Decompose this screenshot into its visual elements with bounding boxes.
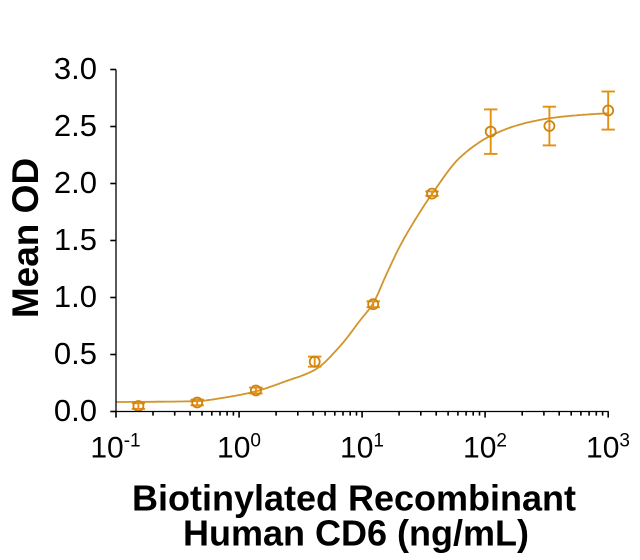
svg-text:102: 102 <box>463 431 507 465</box>
svg-text:101: 101 <box>340 431 384 465</box>
svg-text:2.0: 2.0 <box>54 165 97 200</box>
svg-text:0.5: 0.5 <box>54 336 97 371</box>
svg-text:1.0: 1.0 <box>54 279 97 314</box>
svg-text:10-1: 10-1 <box>90 431 140 465</box>
svg-text:1.5: 1.5 <box>54 222 97 257</box>
svg-text:Human CD6 (ng/mL): Human CD6 (ng/mL) <box>183 513 529 554</box>
svg-text:3.0: 3.0 <box>54 51 97 86</box>
svg-text:100: 100 <box>217 431 261 465</box>
svg-text:2.5: 2.5 <box>54 108 97 143</box>
svg-text:Mean OD: Mean OD <box>5 158 46 318</box>
svg-text:Biotinylated Recombinant: Biotinylated Recombinant <box>132 478 576 519</box>
svg-text:103: 103 <box>586 431 630 465</box>
svg-text:0.0: 0.0 <box>54 393 97 428</box>
